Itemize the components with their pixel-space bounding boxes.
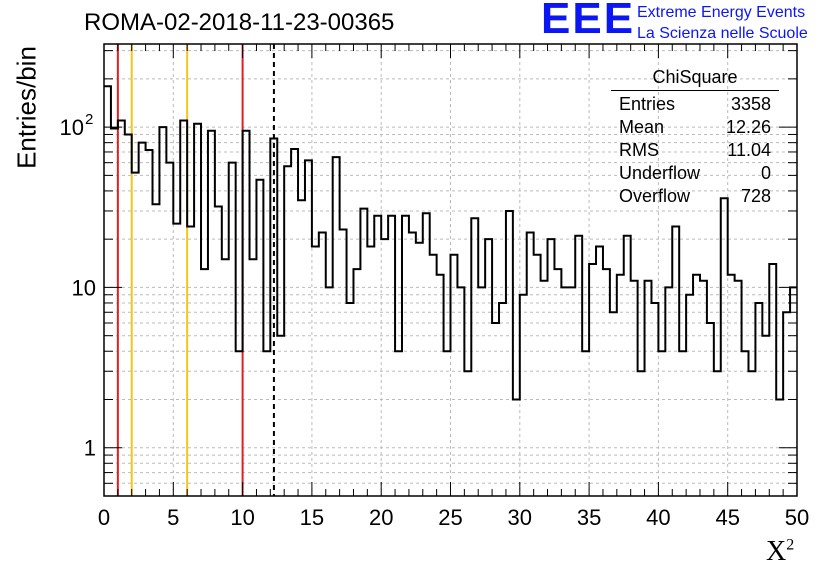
y-tick-label-exponent: 2	[85, 111, 93, 128]
y-tick-label: 1	[84, 436, 96, 461]
stats-row-rms: RMS 11.04	[619, 140, 771, 160]
stats-title: ChiSquare	[652, 67, 738, 87]
x-tick-label: 20	[369, 505, 393, 530]
x-tick-label: 40	[646, 505, 670, 530]
stats-divider	[611, 90, 779, 91]
x-tick-label: 10	[230, 505, 254, 530]
y-tick-label: 10	[60, 115, 84, 140]
x-tick-label: 5	[167, 505, 179, 530]
stats-row-overflow: Overflow 728	[619, 186, 771, 206]
x-tick-label: 50	[785, 505, 809, 530]
stats-row-entries: Entries 3358	[619, 94, 771, 114]
logo-line-1: Extreme Energy Events	[637, 4, 806, 21]
y-tick-label: 10	[72, 275, 96, 300]
eee-logo: EEE	[541, 0, 636, 43]
x-tick-label: 30	[508, 505, 532, 530]
stats-box: ChiSquare Entries 3358 Mean 12.26 RMS 11.04…	[611, 67, 779, 208]
histogram-series	[104, 85, 797, 401]
stats-row-underflow: Underflow 0	[619, 163, 771, 183]
x-tick-label: 25	[438, 505, 462, 530]
x-tick-label: 0	[98, 505, 110, 530]
y-axis-label: Entries/bin	[11, 46, 42, 169]
x-tick-label: 35	[577, 505, 601, 530]
logo-line-2: La Scienza nelle Scuole	[637, 25, 808, 42]
x-axis-label: X2	[766, 536, 795, 567]
chart-title: ROMA-02-2018-11-23-00365	[84, 9, 395, 36]
x-tick-label: 45	[715, 505, 739, 530]
stats-row-mean: Mean 12.26	[619, 117, 771, 137]
x-tick-label: 15	[300, 505, 324, 530]
